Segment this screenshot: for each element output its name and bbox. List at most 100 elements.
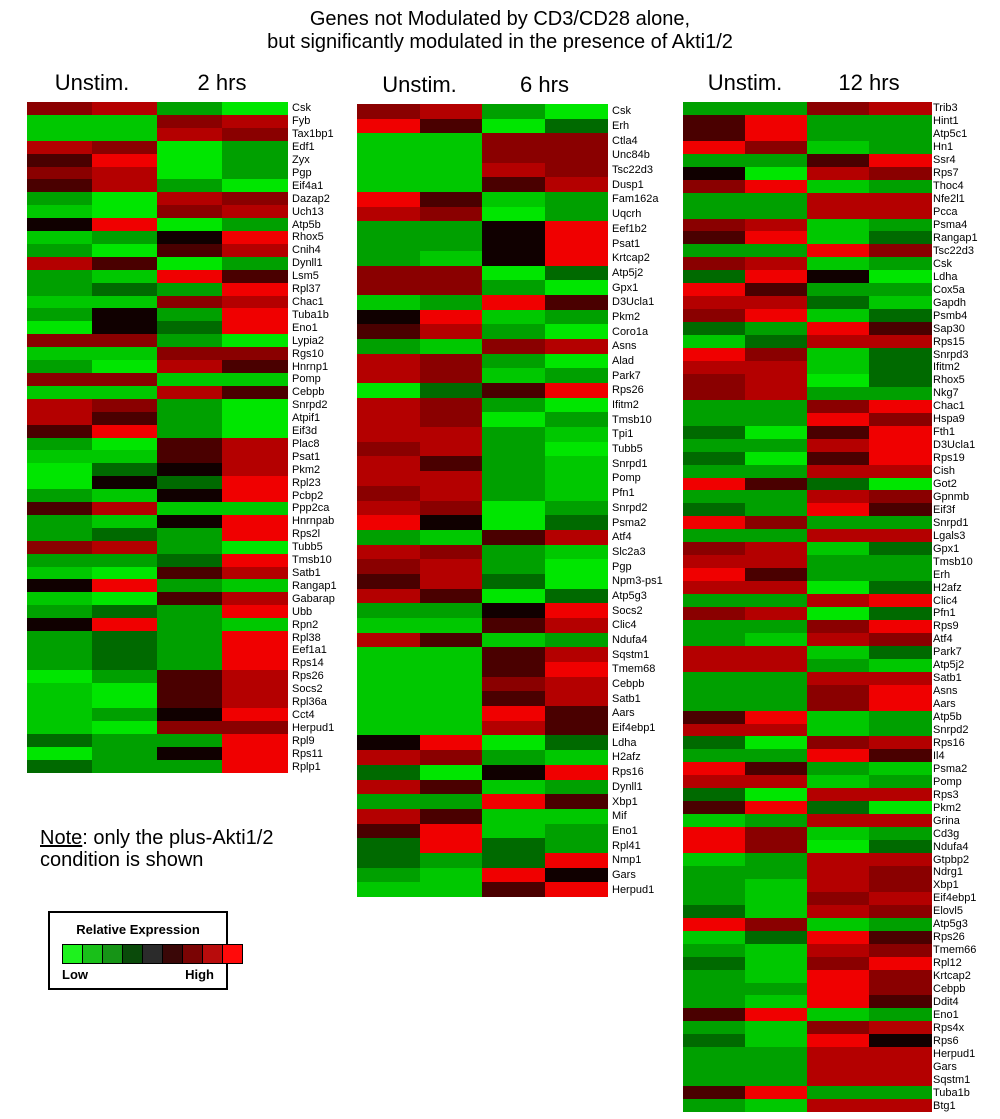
heatmap-cell — [357, 529, 420, 546]
heatmap-cell — [482, 676, 545, 692]
heatmap-cell — [27, 476, 93, 490]
heatmap-cell — [222, 631, 288, 645]
gene-label: Rpl12 — [933, 957, 962, 970]
heatmap-cell — [807, 814, 870, 828]
heatmap-cell — [357, 324, 420, 340]
heatmap-cell — [157, 218, 223, 232]
heatmap-cell — [419, 662, 483, 678]
heatmap-cell — [745, 102, 808, 116]
heatmap-cell — [869, 464, 932, 478]
gene-label: Rpl9 — [292, 734, 315, 747]
heatmap-cell — [807, 956, 870, 971]
heatmap-cell — [683, 296, 746, 310]
heatmap-cell — [222, 192, 288, 206]
heatmap-cell — [544, 647, 608, 663]
heatmap-cell — [683, 205, 746, 220]
heatmap-cell — [544, 368, 608, 384]
heatmap-cell — [482, 148, 545, 164]
heatmap-cell — [419, 265, 483, 281]
heatmap-cell — [869, 516, 932, 530]
heatmap-cell — [222, 643, 288, 658]
heatmap-cell — [419, 867, 483, 883]
heatmap-cell — [157, 682, 223, 697]
legend-high-label: High — [185, 967, 214, 982]
gene-label: Eif4a1 — [292, 179, 324, 192]
gene-label: Chac1 — [292, 296, 324, 308]
heatmap-cell — [357, 236, 420, 252]
heatmap-cell — [745, 283, 808, 297]
gene-label: Tmsb10 — [612, 413, 652, 426]
heatmap-cell — [745, 762, 808, 776]
heatmap-cell — [482, 133, 545, 149]
gene-label: Lsm5 — [292, 270, 319, 283]
heatmap-cell — [27, 153, 93, 167]
heatmap-cell — [745, 619, 808, 634]
heatmap-cell — [683, 309, 746, 323]
heatmap-cell — [745, 982, 808, 996]
heatmap-cell — [745, 1099, 808, 1113]
heatmap-cell — [222, 450, 288, 464]
heatmap-cell — [419, 838, 483, 854]
heatmap-cell — [357, 294, 420, 311]
heatmap-cell — [92, 708, 158, 722]
heatmap-cell — [357, 148, 420, 164]
heatmap-cell — [157, 411, 223, 426]
heatmap-cell — [745, 490, 808, 504]
heatmap-cell — [683, 153, 746, 168]
gene-label: D3Ucla1 — [612, 296, 655, 309]
heatmap-cell — [92, 360, 158, 374]
heatmap-cell — [157, 734, 223, 748]
heatmap-cell — [544, 236, 608, 252]
heatmap-cell — [92, 631, 158, 645]
heatmap-cell — [807, 309, 870, 323]
heatmap-cell — [544, 338, 608, 355]
heatmap-cell — [745, 930, 808, 945]
heatmap-cell — [869, 762, 932, 776]
heatmap-cell — [419, 177, 483, 193]
heatmap-cell — [92, 747, 158, 761]
gene-label: Gars — [933, 1060, 957, 1073]
heatmap-cell — [357, 162, 420, 178]
heatmap-cell — [745, 348, 808, 362]
heatmap-cell — [745, 723, 808, 737]
heatmap-cell — [222, 411, 288, 426]
heatmap-cell — [869, 386, 932, 401]
heatmap-cell — [482, 397, 545, 413]
heatmap-cell — [27, 114, 93, 129]
heatmap-cell — [745, 632, 808, 647]
heatmap-cell — [482, 500, 545, 516]
heatmap-cell — [419, 236, 483, 252]
heatmap-cell — [683, 891, 746, 906]
heatmap-cell — [157, 192, 223, 206]
heatmap-cell — [157, 269, 223, 284]
heatmap-cell — [869, 477, 932, 491]
gene-label: Clic4 — [933, 594, 958, 607]
heatmap-cell — [745, 503, 808, 517]
heatmap-cell — [683, 516, 746, 530]
heatmap-cell — [222, 205, 288, 219]
heatmap-cell — [419, 294, 483, 311]
heatmap-cell — [482, 294, 545, 311]
heatmap-cell — [745, 594, 808, 608]
gene-label: Ssr4 — [933, 154, 956, 167]
heatmap-cell — [357, 338, 420, 355]
heatmap-cell — [807, 658, 870, 673]
heatmap-cell — [683, 179, 746, 194]
heatmap-cell — [482, 603, 545, 619]
heatmap-cell — [683, 257, 746, 271]
gene-label: Rpl37 — [292, 283, 321, 296]
heatmap-cell — [807, 917, 870, 932]
heatmap-cell — [357, 192, 420, 208]
legend-swatch — [83, 945, 103, 963]
heatmap-cell — [869, 399, 932, 414]
heatmap-cell — [807, 684, 870, 699]
gene-label: Csk — [292, 102, 311, 115]
heatmap-cell — [869, 166, 932, 181]
gene-label: Rps26 — [933, 931, 965, 944]
heatmap-cell — [222, 385, 288, 400]
heatmap-cell — [544, 485, 608, 501]
heatmap-cell — [544, 250, 608, 267]
heatmap-cell — [419, 706, 483, 722]
heatmap-cell — [92, 166, 158, 180]
heatmap-cell — [482, 309, 545, 325]
